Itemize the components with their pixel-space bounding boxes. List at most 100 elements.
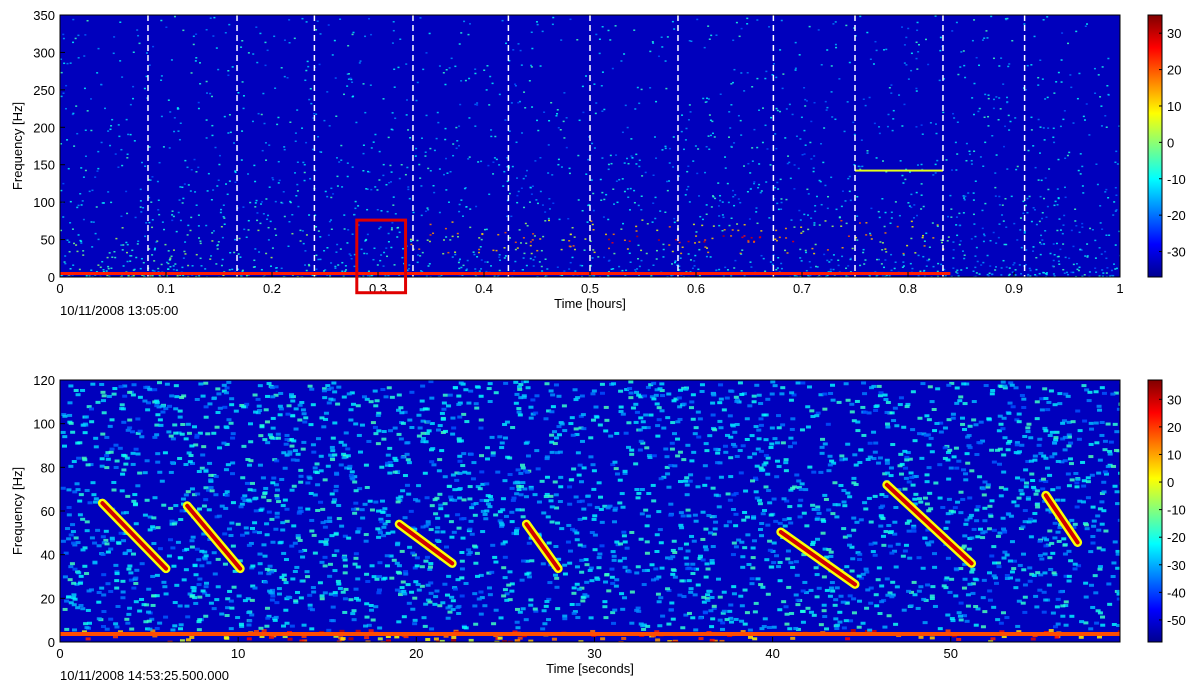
spectrogram-texture — [284, 507, 290, 511]
spectrogram-texture — [72, 490, 78, 494]
spectrogram-texture — [442, 393, 448, 397]
spectrogram-texture — [983, 37, 986, 39]
spectrogram-texture — [612, 188, 615, 190]
spectrogram-texture — [487, 382, 493, 386]
spectrogram-texture — [846, 534, 852, 538]
spectrogram-texture — [270, 594, 276, 598]
spectrogram-texture — [270, 395, 276, 399]
spectrogram-texture — [782, 73, 785, 75]
spectrogram-texture — [561, 274, 564, 276]
spectrogram-texture — [303, 179, 306, 182]
spectrogram-texture — [884, 232, 887, 234]
spectrogram-texture — [892, 406, 898, 410]
spectrogram-texture — [652, 202, 655, 204]
spectrogram-texture — [670, 555, 676, 559]
spectrogram-texture — [228, 534, 234, 538]
spectrogram-texture — [803, 213, 806, 216]
spectrogram-texture — [533, 609, 539, 613]
spectrogram-texture — [607, 275, 610, 277]
spectrogram-texture — [332, 193, 335, 195]
spectrogram-texture — [139, 597, 145, 601]
spectrogram-texture — [284, 433, 290, 437]
spectrogram-texture — [680, 252, 683, 255]
spectrogram-texture — [903, 103, 906, 106]
spectrogram-texture — [394, 561, 400, 565]
spectrogram-texture — [830, 91, 833, 93]
spectrogram-texture — [861, 165, 864, 168]
spectrogram-texture — [925, 265, 928, 267]
spectrogram-texture — [793, 164, 796, 166]
spectrogram-texture — [829, 581, 835, 585]
spectrogram-texture — [1020, 246, 1023, 249]
spectrogram-texture — [845, 637, 851, 641]
spectrogram-texture — [96, 617, 102, 621]
spectrogram-texture — [176, 108, 179, 110]
spectrogram-texture — [558, 475, 564, 479]
spectrogram-texture — [974, 266, 977, 269]
spectrogram-texture — [665, 472, 671, 476]
spectrogram-texture — [560, 166, 563, 168]
spectrogram-texture — [213, 16, 216, 19]
spectrogram-texture — [289, 200, 292, 203]
spectrogram-texture — [534, 394, 540, 398]
spectrogram-texture — [353, 265, 356, 268]
spectrogram-texture — [420, 525, 426, 529]
spectrogram-texture — [228, 421, 234, 425]
spectrogram-texture — [382, 163, 385, 166]
spectrogram-texture — [267, 589, 273, 593]
spectrogram-texture — [247, 219, 250, 222]
spectrogram-texture — [709, 595, 715, 599]
spectrogram-texture — [849, 258, 852, 261]
spectrogram-texture — [71, 593, 77, 597]
spectrogram-texture — [1110, 392, 1116, 396]
spectrogram-texture — [456, 232, 459, 235]
spectrogram-texture — [910, 483, 916, 487]
spectrogram-texture — [886, 524, 892, 528]
spectrogram-texture — [1000, 427, 1006, 431]
spectrogram-texture — [803, 153, 806, 155]
spectrogram-texture — [768, 26, 771, 28]
spectrogram-texture — [75, 488, 81, 492]
spectrogram-texture — [140, 211, 143, 213]
spectrogram-texture — [743, 235, 746, 237]
spectrogram-texture — [581, 466, 587, 470]
spectrogram-texture — [552, 480, 558, 484]
spectrogram-texture — [317, 581, 323, 585]
spectrogram-texture — [607, 168, 610, 171]
spectrogram-texture — [318, 469, 324, 473]
spectrogram-texture — [910, 237, 913, 240]
spectrogram-texture — [865, 222, 868, 224]
spectrogram-texture — [356, 433, 362, 437]
spectrogram-texture — [449, 535, 455, 539]
spectrogram-texture — [177, 604, 183, 608]
spectrogram-texture — [929, 540, 935, 544]
spectrogram-texture — [239, 502, 245, 506]
spectrogram-texture — [477, 161, 480, 163]
spectrogram-texture — [91, 189, 94, 192]
spectrogram-texture — [150, 526, 156, 530]
spectrogram-texture — [958, 212, 961, 215]
spectrogram-texture — [840, 219, 843, 222]
spectrogram-texture — [1068, 257, 1071, 260]
spectrogram-texture — [578, 426, 584, 430]
spectrogram-texture — [270, 416, 276, 420]
spectrogram-texture — [181, 578, 187, 582]
spectrogram-texture — [986, 527, 992, 531]
spectrogram-texture — [82, 564, 88, 568]
spectrogram-texture — [241, 275, 244, 277]
spectrogram-texture — [518, 100, 521, 103]
spectrogram-texture — [793, 188, 796, 190]
spectrogram-texture — [164, 243, 167, 246]
spectrogram-texture — [171, 564, 177, 568]
spectrogram-texture — [348, 253, 351, 255]
spectrogram-texture — [849, 410, 855, 414]
spectrogram-texture — [872, 63, 875, 65]
spectrogram-texture — [715, 577, 721, 581]
spectrogram-texture — [262, 554, 268, 558]
spectrogram-texture — [1081, 222, 1084, 225]
spectrogram-texture — [437, 604, 443, 608]
spectrogram-texture — [751, 394, 757, 398]
spectrogram-texture — [85, 275, 88, 277]
spectrogram-texture — [587, 158, 590, 161]
spectrogram-texture — [158, 161, 161, 164]
